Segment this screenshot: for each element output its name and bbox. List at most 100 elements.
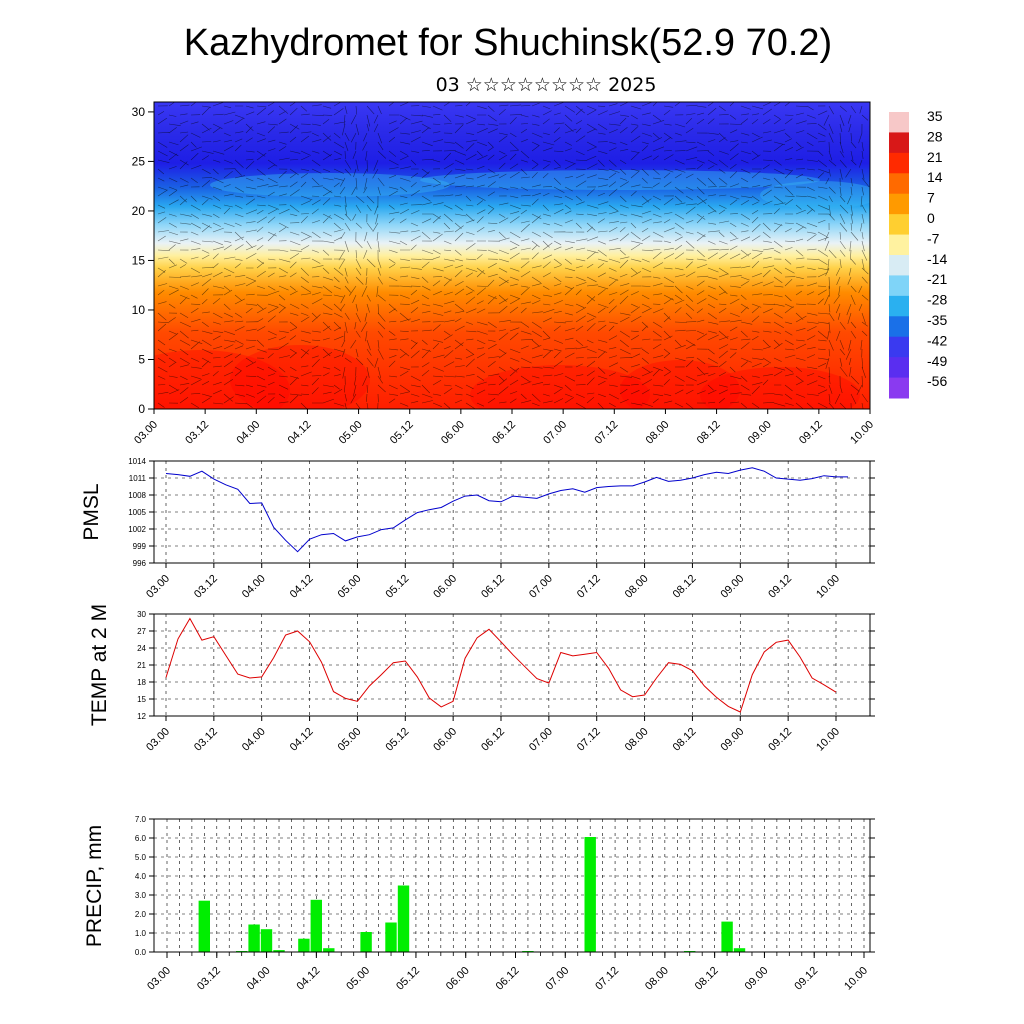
colorbar-swatch: [889, 132, 909, 154]
y-tick-label: 15: [137, 695, 146, 704]
precip-bar: [721, 921, 733, 952]
x-tick-label: 03.12: [195, 965, 223, 993]
x-tick-label: 08.12: [671, 573, 699, 601]
x-tick-label: 10.00: [848, 419, 876, 447]
cold-band: [210, 173, 450, 197]
colorbar-label: -21: [927, 271, 947, 287]
x-tick-label: 03.12: [192, 573, 220, 601]
colorbar-label: 35: [927, 108, 943, 124]
x-tick-label: 10.00: [814, 726, 842, 754]
colorbar-label: 14: [927, 169, 943, 185]
x-tick-label: 04.12: [286, 419, 314, 447]
x-tick-label: 09.12: [792, 965, 820, 993]
x-tick-label: 10.00: [814, 573, 842, 601]
colorbar-swatch: [889, 193, 909, 215]
colorbar-swatch: [889, 152, 909, 174]
colorbar-label: -42: [927, 332, 947, 348]
page-title: Kazhydromet for Shuchinsk(52.9 70.2): [184, 22, 832, 64]
y-tick-label: 15: [132, 253, 146, 267]
x-tick-label: 09.00: [743, 965, 771, 993]
x-tick-label: 06.12: [479, 726, 507, 754]
precip-bar: [323, 948, 335, 952]
precip-bar: [310, 899, 322, 953]
precip-panel: 0.0 1.0 2.0 3.0 4.0 5.0 6.0 7.0 03.00 03.12 04.00…: [83, 815, 875, 993]
y-tick-label: 1008: [128, 491, 146, 500]
colorbar-label: -35: [927, 312, 947, 328]
precip-bar: [260, 929, 273, 952]
x-tick-label: 09.00: [718, 573, 746, 601]
y-tick-label: 1005: [128, 508, 146, 517]
x-tick-label: 07.00: [543, 965, 571, 993]
x-tick-label: 05.12: [394, 965, 422, 993]
x-tick-label: 09.00: [746, 419, 774, 447]
y-tick-label: 2.0: [135, 910, 147, 919]
temperature-axis-label: TEMP at 2 M: [88, 604, 111, 726]
x-tick-label: 09.12: [766, 726, 794, 754]
colorbar-swatch: [889, 234, 909, 256]
colorbar-swatch: [889, 377, 909, 399]
colorbar-label: 21: [927, 149, 943, 165]
precip-bar: [298, 938, 310, 952]
x-tick-label: 08.00: [623, 573, 651, 601]
x-tick-label: 06.12: [490, 419, 518, 447]
x-tick-label: 04.00: [245, 965, 273, 993]
colorbar-label: -49: [927, 353, 947, 369]
x-tick-label: 05.12: [388, 419, 416, 447]
x-tick-label: 03.12: [192, 726, 220, 754]
precip-bar: [273, 950, 285, 952]
y-tick-label: 1002: [128, 525, 146, 534]
cross-section-field: [154, 102, 870, 409]
y-tick-label: 999: [133, 542, 147, 551]
y-tick-label: 10: [132, 303, 146, 317]
temperature-series-line: [165, 617, 837, 713]
y-tick-label: 25: [132, 154, 146, 168]
y-tick-label: 18: [137, 678, 146, 687]
colorbar-swatch: [889, 295, 909, 317]
y-tick-label: 0.0: [135, 948, 147, 957]
colorbar-swatch: [889, 275, 909, 297]
wind-vectors: [157, 102, 870, 409]
x-tick-label: 07.12: [593, 965, 621, 993]
warm-pocket: [700, 367, 860, 409]
x-tick-label: 07.00: [527, 573, 555, 601]
y-tick-label: 1.0: [135, 929, 147, 938]
x-tick-label: 07.00: [541, 419, 569, 447]
x-tick-label: 08.00: [644, 419, 672, 447]
y-tick-label: 3.0: [135, 891, 147, 900]
y-tick-label: 1014: [128, 457, 146, 466]
warm-pocket: [230, 345, 370, 409]
y-tick-label: 20: [132, 204, 146, 218]
colorbar-label: -7: [927, 230, 940, 246]
colorbar-label: -14: [927, 251, 947, 267]
precip-axis-label: PRECIP, mm: [83, 825, 106, 947]
precip-bar: [198, 900, 210, 952]
y-tick-label: 6.0: [135, 834, 147, 843]
x-tick-label: 08.12: [695, 419, 723, 447]
x-tick-label: 07.12: [575, 573, 603, 601]
pmsl-axis-label: PMSL: [80, 483, 103, 540]
colorbar-swatch: [889, 112, 909, 133]
cold-band: [420, 170, 820, 190]
x-tick-label: 09.12: [797, 419, 825, 447]
colorbar-swatch: [889, 214, 909, 236]
y-tick-label: 4.0: [135, 872, 147, 881]
x-tick-label: 07.12: [592, 419, 620, 447]
x-tick-label: 08.12: [671, 726, 699, 754]
precip-bar: [733, 948, 746, 952]
y-tick-label: 5: [138, 352, 145, 366]
y-tick-label: 0: [138, 402, 145, 416]
x-tick-label: 06.00: [444, 965, 472, 993]
page-subtitle: 03 ☆☆☆☆☆☆☆☆ 2025: [436, 74, 657, 96]
x-tick-label: 03.00: [144, 573, 172, 601]
x-tick-label: 04.12: [288, 573, 316, 601]
pmsl-series-line: [165, 467, 848, 553]
x-tick-label: 03.00: [145, 965, 173, 993]
x-tick-label: 05.00: [336, 726, 364, 754]
precip-bar: [584, 837, 596, 952]
precip-bar: [385, 922, 397, 952]
colorbar-swatch: [889, 316, 909, 338]
x-tick-label: 04.12: [295, 965, 323, 993]
y-tick-label: 30: [137, 610, 146, 619]
x-tick-label: 06.00: [431, 726, 459, 754]
x-tick-label: 05.12: [383, 726, 411, 754]
